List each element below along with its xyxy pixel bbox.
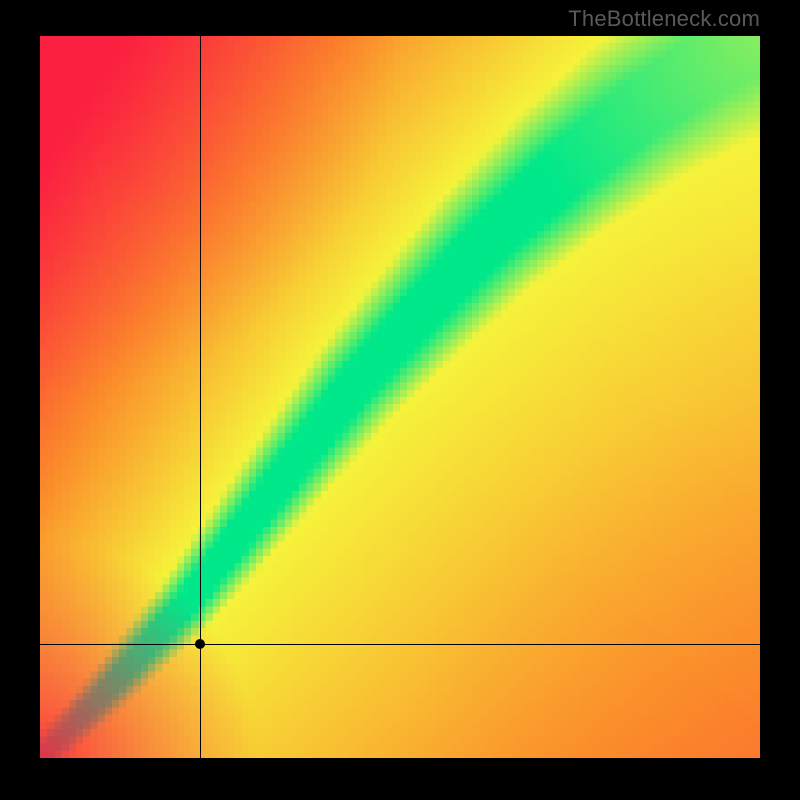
heatmap-canvas	[40, 36, 760, 758]
crosshair-vertical	[200, 36, 201, 758]
heatmap-plot	[40, 36, 760, 758]
crosshair-horizontal	[40, 644, 760, 645]
crosshair-marker	[195, 639, 205, 649]
watermark: TheBottleneck.com	[568, 6, 760, 32]
